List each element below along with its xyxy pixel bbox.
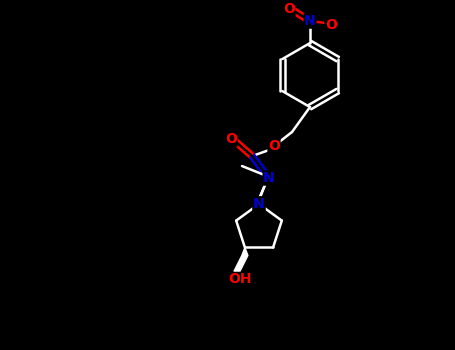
Text: O: O: [225, 132, 237, 146]
Text: O: O: [268, 139, 280, 153]
Text: OH: OH: [228, 272, 252, 286]
Polygon shape: [234, 247, 248, 272]
Text: O: O: [283, 2, 295, 16]
Text: O: O: [325, 18, 337, 32]
Text: N: N: [263, 171, 275, 185]
Text: N: N: [304, 14, 316, 28]
Text: N: N: [253, 197, 265, 211]
Text: N: N: [253, 197, 265, 211]
